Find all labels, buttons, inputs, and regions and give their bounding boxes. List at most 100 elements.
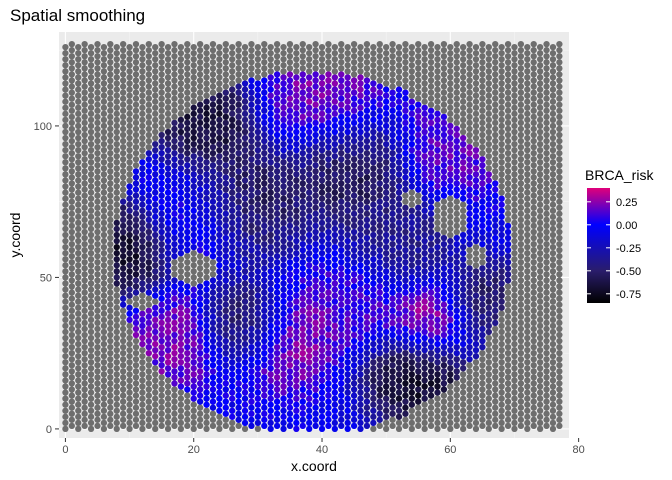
spot-point: [357, 189, 364, 196]
spot-point: [498, 359, 505, 366]
spot-point: [556, 307, 563, 314]
spot-point: [434, 80, 441, 87]
spot-point: [402, 95, 409, 102]
spot-point: [152, 401, 159, 408]
spot-point: [485, 110, 492, 117]
spot-point: [184, 216, 191, 224]
spot-point: [427, 204, 435, 211]
spot-point: [395, 419, 403, 426]
spot-point: [318, 340, 326, 348]
spot-point: [267, 334, 274, 342]
spot-point: [453, 247, 460, 254]
spot-point: [273, 265, 281, 272]
spot-point: [126, 92, 133, 99]
spot-point: [107, 240, 114, 248]
spot-point: [75, 74, 82, 81]
spot-point: [472, 128, 480, 136]
spot-point: [235, 350, 242, 357]
spot-point: [344, 395, 351, 402]
spot-point: [466, 319, 473, 327]
spot-point: [241, 116, 249, 124]
spot-point: [498, 189, 505, 196]
spot-point: [466, 416, 473, 423]
spot-point: [395, 365, 403, 372]
spot-point: [524, 153, 531, 160]
spot-point: [504, 192, 512, 199]
spot-point: [434, 262, 441, 269]
spot-point: [492, 392, 499, 399]
spot-point: [350, 283, 358, 290]
spot-point: [460, 44, 467, 51]
spot-point: [453, 362, 460, 369]
spot-point: [306, 219, 313, 227]
spot-point: [357, 268, 364, 275]
spot-point: [318, 407, 326, 414]
spot-point: [113, 298, 120, 305]
spot-point: [556, 180, 563, 187]
spot-point: [75, 219, 82, 227]
spot-point: [504, 380, 512, 387]
spot-point: [280, 50, 287, 57]
spot-point: [485, 92, 492, 99]
spot-point: [421, 201, 428, 208]
spot-point: [460, 316, 467, 323]
spot-point: [402, 368, 409, 375]
spot-point: [222, 210, 229, 217]
spot-point: [466, 125, 473, 133]
spot-point: [62, 377, 69, 384]
spot-point: [370, 62, 377, 69]
spot-point: [395, 86, 403, 93]
spot-point: [87, 383, 95, 390]
spot-point: [325, 350, 332, 357]
spot-point: [209, 313, 217, 320]
spot-point: [158, 222, 165, 230]
spot-point: [306, 183, 313, 190]
spot-point: [511, 322, 518, 330]
spot-point: [164, 310, 172, 317]
spot-point: [164, 395, 172, 402]
spot-point: [440, 416, 448, 423]
spot-point: [132, 386, 140, 393]
spot-point: [100, 328, 108, 336]
spot-point: [293, 231, 300, 239]
spot-point: [312, 392, 319, 399]
spot-point: [248, 392, 255, 399]
spot-point: [94, 71, 101, 78]
spot-point: [94, 422, 101, 430]
spot-point: [453, 422, 460, 430]
spot-point: [402, 83, 409, 90]
spot-point: [453, 95, 460, 102]
spot-point: [184, 150, 191, 157]
spot-point: [229, 334, 236, 342]
spot-point: [427, 295, 435, 302]
spot-point: [511, 292, 518, 299]
spot-point: [196, 289, 204, 296]
spot-point: [344, 237, 351, 245]
spot-point: [492, 137, 499, 145]
spot-point: [530, 234, 537, 242]
spot-point: [235, 125, 242, 133]
spot-point: [325, 137, 332, 145]
spot-point: [254, 371, 262, 378]
spot-point: [81, 53, 88, 60]
spot-point: [261, 71, 268, 78]
spot-point: [440, 162, 448, 169]
spot-point: [261, 253, 268, 260]
spot-point: [113, 195, 120, 202]
spot-point: [203, 116, 210, 124]
spot-point: [306, 371, 313, 378]
spot-point: [293, 189, 300, 196]
spot-point: [306, 401, 313, 408]
spot-point: [415, 107, 422, 114]
spot-point: [383, 74, 390, 81]
spot-point: [248, 386, 255, 393]
spot-point: [460, 298, 467, 305]
spot-point: [338, 368, 345, 375]
spot-point: [203, 328, 210, 336]
spot-point: [171, 313, 178, 320]
spot-point: [177, 395, 185, 402]
spot-point: [427, 392, 435, 399]
spot-point: [415, 71, 422, 78]
spot-point: [184, 337, 191, 345]
spot-point: [536, 219, 544, 227]
